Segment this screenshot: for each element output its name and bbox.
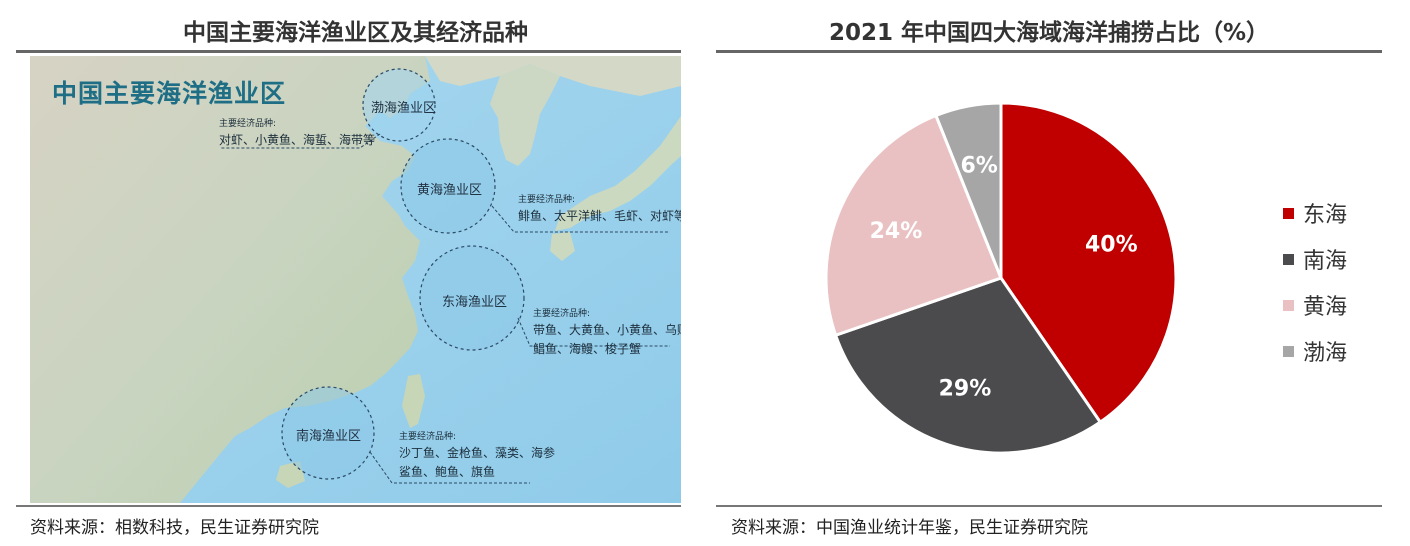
pie-data-label-南海: 29%: [939, 377, 992, 402]
pie-legend: 东海 南海 黄海 渤海: [1283, 190, 1347, 374]
pie-slice-南海: [833, 276, 1103, 455]
bohai-zone-label: 渤海渔业区: [371, 101, 437, 116]
right-source-rule: [716, 505, 1382, 507]
northeast-landmass: [425, 56, 681, 96]
east-sea-species-caption: 主要经济品种:: [533, 309, 591, 319]
bohai-species-caption: 主要经济品种:: [219, 119, 277, 129]
right-source: 资料来源：中国渔业统计年鉴，民生证券研究院: [731, 518, 1088, 538]
legend-item-渤海: 渤海: [1283, 328, 1347, 374]
japan-landmass: [555, 116, 681, 231]
pie-slice-东海: [999, 101, 1178, 425]
legend-item-南海: 南海: [1283, 236, 1347, 282]
east-sea-species-line-2: 鲳鱼、海鳗、梭子蟹: [533, 342, 642, 356]
legend-item-黄海: 黄海: [1283, 282, 1347, 328]
yellow-sea-species-line: 鲱鱼、太平洋鲱、毛虾、对虾等: [518, 209, 681, 223]
south-sea-species-caption: 主要经济品种:: [399, 432, 457, 442]
fishery-map: 中国主要海洋渔业区 渤海渔业区 主要经济品种: 对虾、小黄鱼、海蜇、海带等 黄海…: [30, 56, 681, 503]
korea-landmass: [490, 64, 560, 166]
left-source-rule: [16, 505, 681, 507]
legend-swatch: [1283, 253, 1294, 265]
legend-item-东海: 东海: [1283, 190, 1347, 236]
east-sea-species-line-1: 带鱼、大黄鱼、小黄鱼、乌贼: [533, 323, 681, 337]
bohai-leader-line: [220, 133, 381, 149]
map-graphic: [30, 56, 681, 503]
yellow-sea-zone-label: 黄海渔业区: [417, 183, 483, 198]
taiwan-landmass: [402, 374, 425, 428]
kyushu-landmass: [550, 232, 575, 261]
left-panel-title: 中国主要海洋渔业区及其经济品种: [183, 20, 528, 46]
left-source: 资料来源：相数科技，民生证券研究院: [30, 518, 319, 538]
hainan-landmass: [276, 461, 305, 488]
bohai-species: 主要经济品种: 对虾、小黄鱼、海蜇、海带等: [219, 118, 375, 150]
pie-chart: 40% 29% 24% 6%: [824, 101, 1178, 455]
left-title-rule: [16, 50, 681, 53]
south-sea-zone-circle: [281, 386, 375, 480]
east-sea-leader-line: [517, 317, 670, 347]
legend-label: 南海: [1303, 249, 1348, 274]
bohai-zone-circle: [362, 68, 436, 142]
legend-label: 东海: [1303, 203, 1348, 228]
east-sea-species: 主要经济品种: 带鱼、大黄鱼、小黄鱼、乌贼 鲳鱼、海鳗、梭子蟹: [533, 308, 681, 359]
south-sea-leader-line: [369, 451, 530, 484]
yellow-sea-species-caption: 主要经济品种:: [518, 195, 576, 205]
legend-label: 黄海: [1303, 295, 1348, 320]
pie-data-label-东海: 40%: [1085, 233, 1138, 258]
pie-data-label-渤海: 6%: [960, 154, 997, 179]
right-title-rule: [716, 50, 1382, 53]
pie-data-label-黄海: 24%: [870, 219, 923, 244]
south-sea-zone-label: 南海渔业区: [296, 429, 362, 444]
pie-slice-渤海: [934, 101, 1003, 279]
yellow-sea-zone-circle: [400, 138, 496, 234]
bohai-species-line: 对虾、小黄鱼、海蜇、海带等: [219, 133, 376, 147]
right-panel-title: 2021 年中国四大海域海洋捕捞占比（%）: [828, 20, 1270, 46]
south-sea-species-line-1: 沙丁鱼、金枪鱼、藻类、海参: [399, 446, 556, 460]
legend-swatch: [1283, 345, 1294, 357]
legend-swatch: [1283, 299, 1294, 311]
yellow-sea-leader-line: [491, 205, 670, 233]
legend-label: 渤海: [1303, 341, 1348, 366]
east-sea-zone-circle: [419, 245, 525, 351]
map-heading: 中国主要海洋渔业区: [52, 79, 287, 108]
legend-swatch: [1283, 207, 1294, 219]
south-sea-species-line-2: 鲨鱼、鲍鱼、旗鱼: [399, 465, 496, 479]
south-sea-species: 主要经济品种: 沙丁鱼、金枪鱼、藻类、海参 鲨鱼、鲍鱼、旗鱼: [399, 431, 555, 482]
east-sea-zone-label: 东海渔业区: [442, 295, 508, 310]
yellow-sea-species: 主要经济品种: 鲱鱼、太平洋鲱、毛虾、对虾等: [518, 194, 681, 226]
